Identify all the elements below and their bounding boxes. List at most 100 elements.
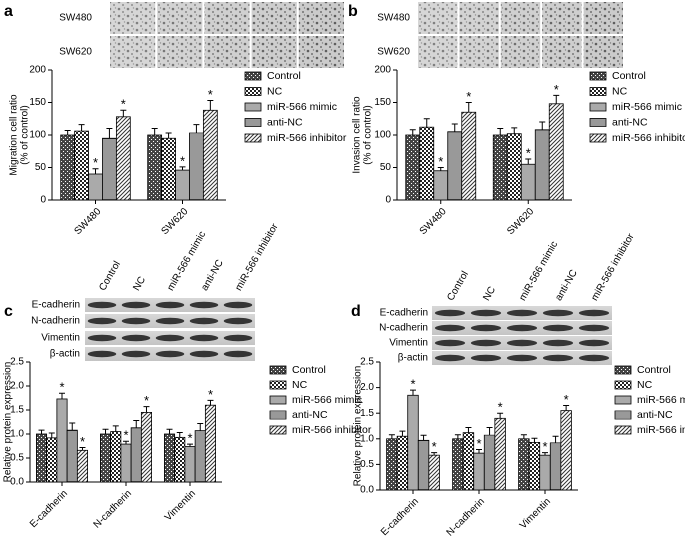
x-tick-label: N-cadherin bbox=[445, 496, 487, 536]
error-bar bbox=[197, 422, 204, 431]
error-bar bbox=[165, 132, 172, 139]
micrograph bbox=[418, 2, 458, 34]
legend-swatch bbox=[614, 425, 632, 435]
bar bbox=[539, 454, 551, 491]
bar bbox=[483, 434, 496, 491]
blot-band bbox=[506, 324, 538, 332]
error-bar bbox=[431, 452, 438, 456]
panel-label: a bbox=[4, 3, 13, 20]
blot-row-label: N-cadherin bbox=[379, 323, 428, 334]
error-bar bbox=[552, 435, 559, 443]
y-tick-label: 100 bbox=[29, 130, 46, 141]
error-bar bbox=[497, 128, 504, 135]
y-axis-label: Relative protein expression bbox=[3, 362, 14, 483]
blot-row-label: E-cadherin bbox=[380, 308, 428, 319]
x-tick-label: Vimentin bbox=[518, 496, 553, 531]
bar bbox=[548, 103, 564, 201]
error-bar bbox=[143, 406, 150, 413]
blot-band bbox=[189, 301, 219, 309]
significance-mark: * bbox=[498, 400, 503, 415]
bar bbox=[46, 437, 58, 483]
y-tick-label: 1.0 bbox=[360, 433, 374, 444]
blot-row-label: N-cadherin bbox=[31, 316, 80, 327]
error-bar bbox=[176, 432, 183, 438]
bar bbox=[147, 134, 163, 201]
error-bar bbox=[92, 168, 99, 174]
y-tick-label: 0.0 bbox=[10, 477, 24, 488]
bar bbox=[102, 137, 117, 201]
blot-band bbox=[542, 324, 574, 332]
blot-band bbox=[470, 309, 502, 317]
y-tick-label: 1.5 bbox=[10, 405, 24, 416]
error-bar bbox=[539, 121, 546, 130]
y-tick-label: 50 bbox=[35, 162, 47, 173]
legend-label: Control bbox=[612, 70, 646, 82]
x-tick-label: SW480 bbox=[73, 206, 104, 237]
legend-label: NC bbox=[267, 85, 283, 97]
bar bbox=[60, 134, 76, 201]
legend-swatch bbox=[269, 365, 287, 375]
blot-row-label: Vimentin bbox=[41, 333, 80, 344]
legend-swatch bbox=[589, 87, 607, 96]
error-bar bbox=[64, 129, 71, 135]
legend-label: NC bbox=[292, 379, 308, 391]
error-bar bbox=[59, 392, 65, 399]
y-tick-label: 2.5 bbox=[360, 357, 374, 368]
error-bar bbox=[451, 123, 458, 132]
micrograph bbox=[583, 2, 623, 34]
legend-swatch bbox=[614, 395, 632, 405]
error-bar bbox=[420, 434, 427, 441]
error-bar bbox=[207, 399, 214, 406]
legend-label: miR-566 inhibitor bbox=[267, 132, 347, 144]
y-tick-label: 0.0 bbox=[360, 485, 374, 496]
error-bar bbox=[486, 427, 493, 436]
significance-mark: * bbox=[93, 155, 98, 170]
significance-mark: * bbox=[187, 431, 192, 446]
significance-mark: * bbox=[438, 154, 443, 169]
blot-band bbox=[223, 301, 253, 309]
error-bar bbox=[409, 129, 416, 135]
x-tick-label: Vimentin bbox=[163, 488, 198, 523]
significance-mark: * bbox=[554, 82, 559, 97]
micrograph bbox=[500, 2, 541, 34]
blot-band bbox=[87, 350, 117, 358]
bar bbox=[130, 427, 142, 483]
y-tick-label: 200 bbox=[29, 65, 46, 76]
blot-band bbox=[189, 350, 219, 358]
error-bar bbox=[207, 100, 214, 111]
y-tick-label: 150 bbox=[374, 97, 391, 108]
image-row-label: SW480 bbox=[377, 13, 410, 24]
legend-swatch bbox=[269, 395, 287, 405]
y-tick-label: 200 bbox=[374, 65, 391, 76]
legend-swatch bbox=[614, 365, 632, 375]
blot-band bbox=[434, 339, 466, 347]
bar bbox=[56, 398, 68, 483]
blot-band bbox=[121, 301, 151, 309]
legend-label: anti-NC bbox=[612, 116, 648, 128]
bar bbox=[184, 446, 196, 483]
y-tick-label: 2.0 bbox=[360, 382, 374, 393]
blot-band bbox=[223, 317, 253, 325]
blot-row-label: β-actin bbox=[50, 349, 80, 360]
bar bbox=[518, 438, 530, 491]
blot-band bbox=[87, 334, 117, 342]
error-bar bbox=[520, 434, 527, 439]
x-tick-label: SW620 bbox=[505, 206, 536, 237]
legend-label: miR-566 mimic bbox=[637, 394, 685, 406]
bar bbox=[462, 432, 475, 491]
y-tick-label: 100 bbox=[374, 130, 391, 141]
error-bar bbox=[423, 118, 430, 128]
legend-label: Control bbox=[267, 70, 301, 82]
legend-swatch bbox=[614, 410, 632, 420]
legend-label: anti-NC bbox=[292, 409, 328, 421]
significance-mark: * bbox=[466, 89, 471, 104]
legend-swatch bbox=[244, 133, 262, 143]
y-tick-label: 2.5 bbox=[10, 357, 24, 368]
blot-band bbox=[155, 301, 185, 309]
bar bbox=[534, 129, 550, 201]
y-tick-label: 1.5 bbox=[360, 408, 374, 419]
micrograph bbox=[583, 36, 623, 68]
micrograph bbox=[298, 2, 344, 34]
bar bbox=[428, 454, 440, 491]
y-tick-label: 0.5 bbox=[10, 453, 24, 464]
